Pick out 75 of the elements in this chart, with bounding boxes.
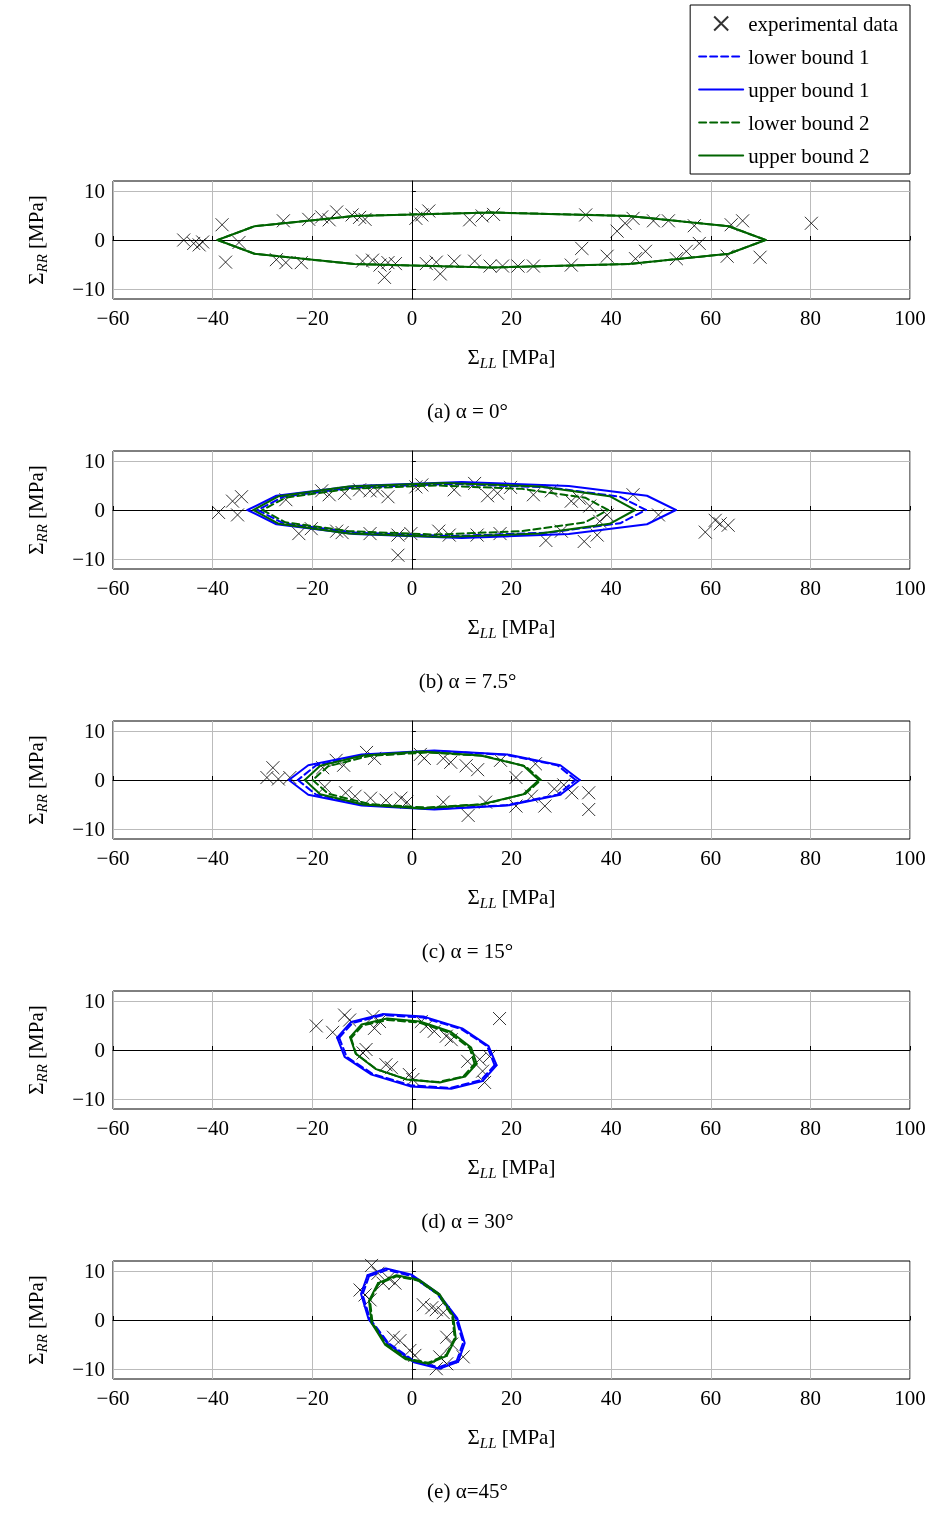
x-tick-label: −40 [196, 305, 230, 330]
x-tick-label: 40 [600, 845, 622, 870]
x-tick-label: 100 [894, 845, 926, 870]
legend-label: experimental data [748, 11, 899, 36]
x-tick-label: −60 [96, 305, 130, 330]
x-tick-label: 60 [700, 1115, 722, 1140]
x-tick-label: −40 [196, 1385, 230, 1410]
y-tick-label: 0 [94, 228, 105, 252]
x-tick-label: 100 [894, 1115, 926, 1140]
x-tick-label: −40 [196, 575, 230, 600]
y-tick-label: 0 [94, 768, 105, 792]
y-axis-title: ΣRR [MPa] [23, 195, 50, 285]
x-tick-label: −20 [295, 575, 329, 600]
y-tick-label: 0 [94, 1308, 105, 1332]
text: (e) α=45° [427, 1478, 508, 1503]
y-axis-title: ΣRR [MPa] [23, 1005, 50, 1095]
y-tick-label: −10 [72, 1357, 105, 1382]
y-tick-label: 10 [84, 178, 105, 203]
x-tick-label: 20 [501, 305, 522, 330]
x-tick-label: −20 [295, 845, 329, 870]
x-tick-label: −60 [96, 845, 130, 870]
x-tick-label: −40 [196, 845, 230, 870]
x-tick-label: 60 [700, 845, 722, 870]
y-axis-title: ΣRR [MPa] [23, 1275, 50, 1365]
text: (a) α = 0° [427, 398, 508, 423]
x-tick-label: −60 [96, 1115, 130, 1140]
x-tick-label: −60 [96, 1385, 130, 1410]
text: (b) α = 7.5° [418, 668, 517, 693]
x-tick-label: 20 [501, 575, 522, 600]
y-axis-title: ΣRR [MPa] [23, 735, 50, 825]
legend-label: lower bound 1 [748, 44, 870, 69]
x-tick-label: −20 [295, 305, 329, 330]
text: (d) α = 30° [421, 1208, 514, 1233]
x-tick-label: −40 [196, 1115, 230, 1140]
x-tick-label: 40 [600, 305, 622, 330]
legend-label: upper bound 2 [748, 143, 870, 168]
x-tick-label: 0 [406, 845, 418, 870]
y-tick-label: 0 [94, 1038, 105, 1062]
text: (c) α = 15° [421, 938, 514, 963]
y-tick-label: −10 [72, 547, 105, 572]
x-tick-label: 60 [700, 575, 722, 600]
x-tick-label: 0 [406, 1385, 418, 1410]
x-tick-label: 80 [799, 575, 821, 600]
x-tick-label: −20 [295, 1385, 329, 1410]
x-tick-label: 40 [600, 575, 622, 600]
y-tick-label: 0 [94, 498, 105, 522]
x-tick-label: 80 [799, 1115, 821, 1140]
x-tick-label: 20 [501, 1385, 522, 1410]
x-tick-label: 40 [600, 1115, 622, 1140]
x-tick-label: 0 [406, 575, 418, 600]
x-tick-label: −60 [96, 575, 130, 600]
legend-label: upper bound 1 [748, 77, 870, 102]
x-tick-label: 40 [600, 1385, 622, 1410]
x-tick-label: 100 [894, 1385, 926, 1410]
y-tick-label: −10 [72, 277, 105, 302]
x-tick-label: 20 [501, 1115, 522, 1140]
x-tick-label: −20 [295, 1115, 329, 1140]
y-axis-title: ΣRR [MPa] [23, 465, 50, 555]
y-tick-label: 10 [84, 448, 105, 473]
x-tick-label: 80 [799, 845, 821, 870]
x-tick-label: 0 [406, 1115, 418, 1140]
x-tick-label: 100 [894, 305, 926, 330]
x-tick-label: 60 [700, 305, 722, 330]
x-tick-label: 0 [406, 305, 418, 330]
x-tick-label: 100 [894, 575, 926, 600]
x-tick-label: 80 [799, 1385, 821, 1410]
x-tick-label: 60 [700, 1385, 722, 1410]
x-tick-label: 20 [501, 845, 522, 870]
legend-label: lower bound 2 [748, 110, 870, 135]
y-tick-label: 10 [84, 988, 105, 1013]
y-tick-label: −10 [72, 1087, 105, 1112]
y-tick-label: −10 [72, 817, 105, 842]
y-tick-label: 10 [84, 718, 105, 743]
y-tick-label: 10 [84, 1258, 105, 1283]
x-tick-label: 80 [799, 305, 821, 330]
